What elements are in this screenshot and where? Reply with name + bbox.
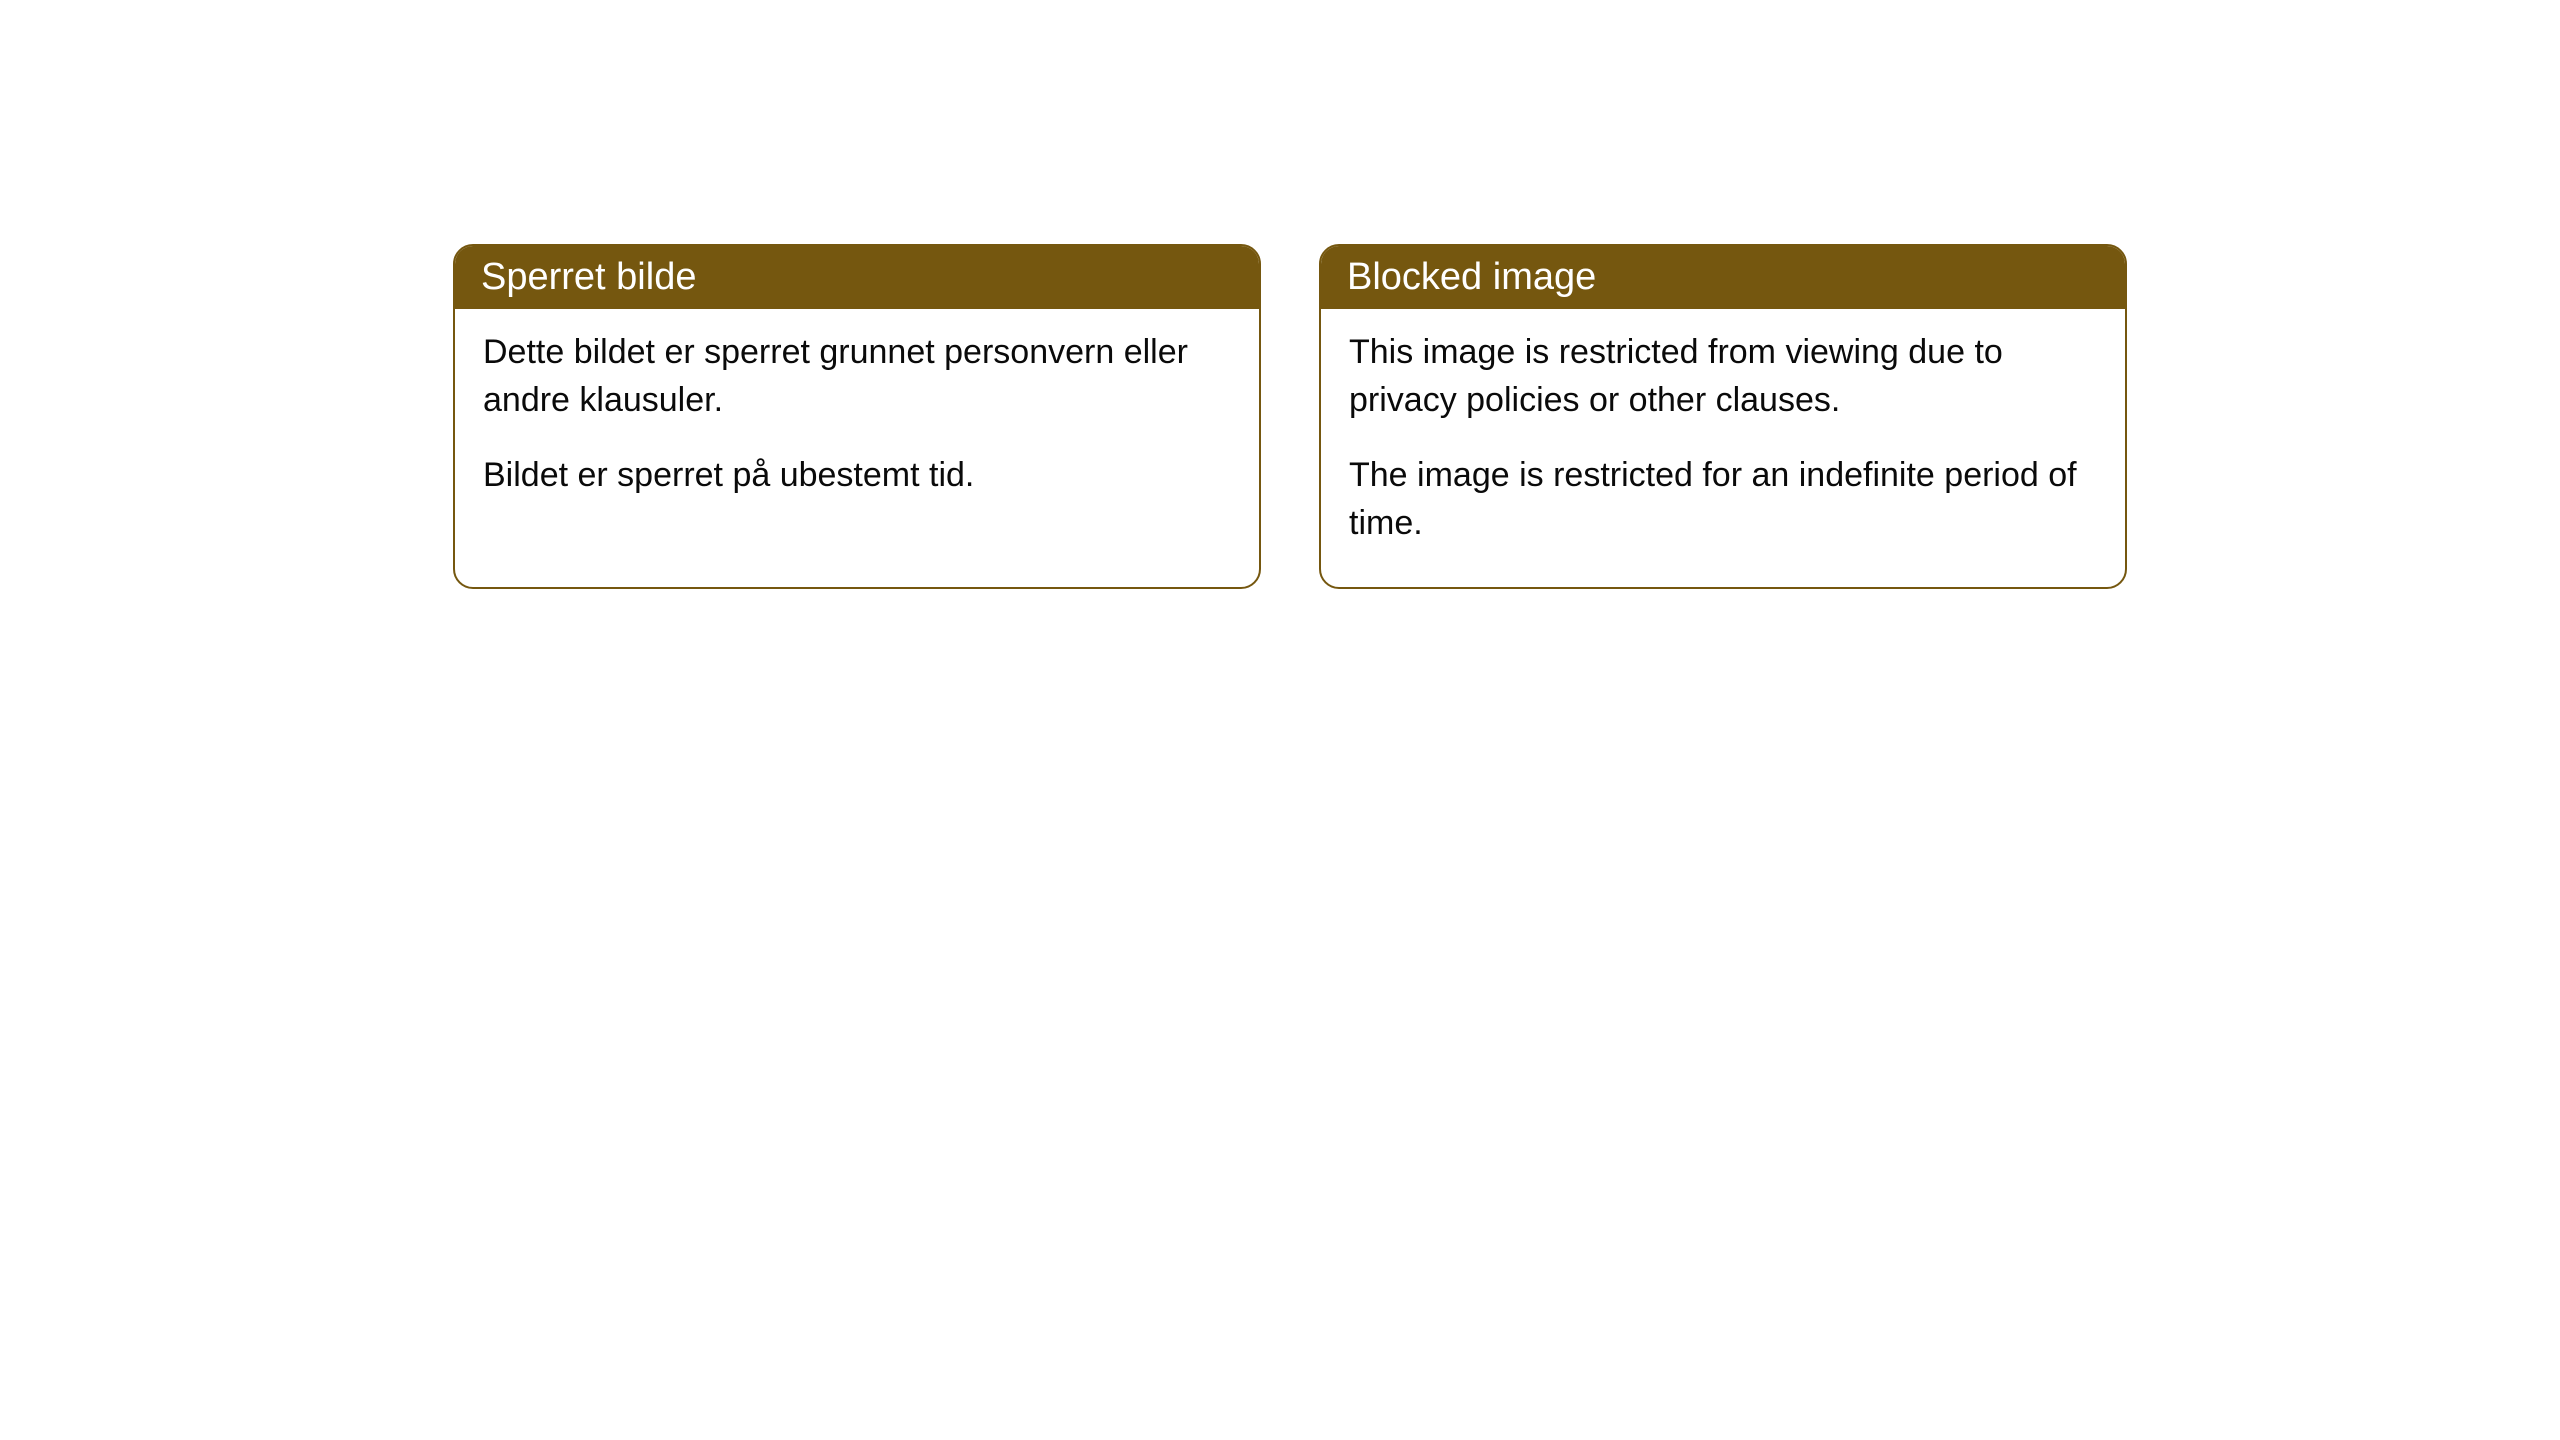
card-paragraph: Bildet er sperret på ubestemt tid. bbox=[483, 452, 1231, 500]
notice-card-norwegian: Sperret bilde Dette bildet er sperret gr… bbox=[453, 244, 1261, 589]
card-header-english: Blocked image bbox=[1321, 246, 2125, 309]
card-body-norwegian: Dette bildet er sperret grunnet personve… bbox=[455, 309, 1259, 540]
card-paragraph: This image is restricted from viewing du… bbox=[1349, 329, 2097, 424]
card-paragraph: Dette bildet er sperret grunnet personve… bbox=[483, 329, 1231, 424]
card-body-english: This image is restricted from viewing du… bbox=[1321, 309, 2125, 587]
notice-card-english: Blocked image This image is restricted f… bbox=[1319, 244, 2127, 589]
card-header-norwegian: Sperret bilde bbox=[455, 246, 1259, 309]
card-paragraph: The image is restricted for an indefinit… bbox=[1349, 452, 2097, 547]
notice-cards-container: Sperret bilde Dette bildet er sperret gr… bbox=[453, 244, 2127, 589]
